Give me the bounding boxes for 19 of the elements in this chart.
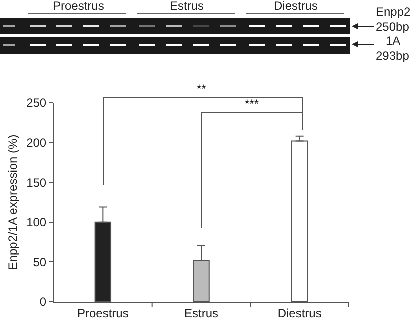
text: 1A <box>386 34 401 48</box>
y-tick-label: 150 <box>26 176 47 190</box>
y-tick-label: 250 <box>26 96 47 110</box>
y-axis-title: Enpp2/1A expression (%) <box>6 134 20 270</box>
text: Diestrus <box>274 0 318 13</box>
y-tick-label: 100 <box>26 216 47 230</box>
x-tick-label: Diestrus <box>278 306 322 320</box>
annotation: *** <box>245 97 260 111</box>
text: 250bp <box>376 20 410 34</box>
text: Proestrus <box>53 0 104 13</box>
x-tick-label: Estrus <box>184 306 219 320</box>
y-tick-label: 0 <box>40 295 47 310</box>
text: ** <box>197 82 207 96</box>
y-tick-label: 200 <box>26 136 47 150</box>
x-tick-label: Proestrus <box>77 306 129 320</box>
text: Enpp2 <box>376 5 412 19</box>
text: Estrus <box>170 0 204 13</box>
text: 293bp <box>376 49 410 63</box>
y-tick-label: 50 <box>33 255 47 270</box>
